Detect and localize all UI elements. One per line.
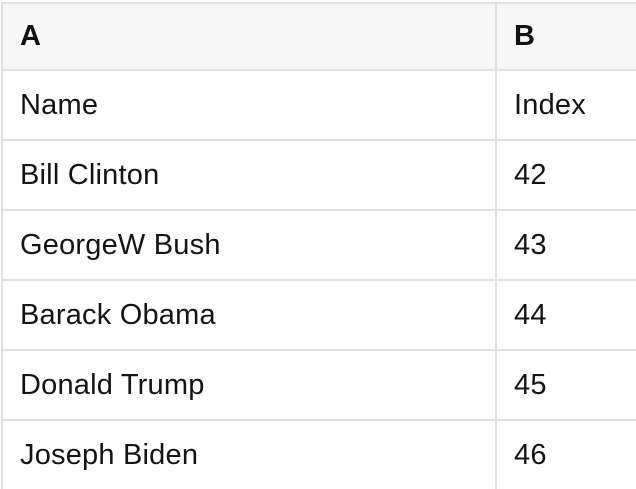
cell-index-45[interactable]: 45 xyxy=(497,351,636,419)
column-header-b[interactable]: B xyxy=(497,4,636,69)
table-row: Name Index xyxy=(3,71,636,141)
table-row: Barack Obama 44 xyxy=(3,281,636,351)
cell-text: 46 xyxy=(514,438,547,471)
cell-text: GeorgeW Bush xyxy=(20,228,221,261)
cell-text: Bill Clinton xyxy=(20,158,160,191)
column-header-a-label: A xyxy=(20,20,42,52)
table-row: Donald Trump 45 xyxy=(3,351,636,421)
cell-name-donald-trump[interactable]: Donald Trump xyxy=(3,351,497,419)
table-row: Joseph Biden 46 xyxy=(3,421,636,489)
column-header-row: A B xyxy=(3,4,636,71)
cell-name-header[interactable]: Name xyxy=(3,71,497,139)
column-header-b-label: B xyxy=(514,20,536,52)
cell-index-42[interactable]: 42 xyxy=(497,141,636,209)
cell-text: 45 xyxy=(514,368,547,401)
cell-name-bill-clinton[interactable]: Bill Clinton xyxy=(3,141,497,209)
cell-name-barack-obama[interactable]: Barack Obama xyxy=(3,281,497,349)
cell-name-joseph-biden[interactable]: Joseph Biden xyxy=(3,421,497,489)
cell-text: Joseph Biden xyxy=(20,438,199,471)
cell-text: Barack Obama xyxy=(20,298,216,331)
cell-index-44[interactable]: 44 xyxy=(497,281,636,349)
table-row: Bill Clinton 42 xyxy=(3,141,636,211)
cell-text: 44 xyxy=(514,298,547,331)
cell-text: Index xyxy=(514,88,586,121)
cell-text: 42 xyxy=(514,158,547,191)
cell-index-header[interactable]: Index xyxy=(497,71,636,139)
cell-name-georgew-bush[interactable]: GeorgeW Bush xyxy=(3,211,497,279)
cell-index-46[interactable]: 46 xyxy=(497,421,636,489)
cell-text: Donald Trump xyxy=(20,368,205,401)
cell-text: Name xyxy=(20,88,99,121)
cell-text: 43 xyxy=(514,228,547,261)
cell-index-43[interactable]: 43 xyxy=(497,211,636,279)
column-header-a[interactable]: A xyxy=(3,4,497,69)
table-row: GeorgeW Bush 43 xyxy=(3,211,636,281)
